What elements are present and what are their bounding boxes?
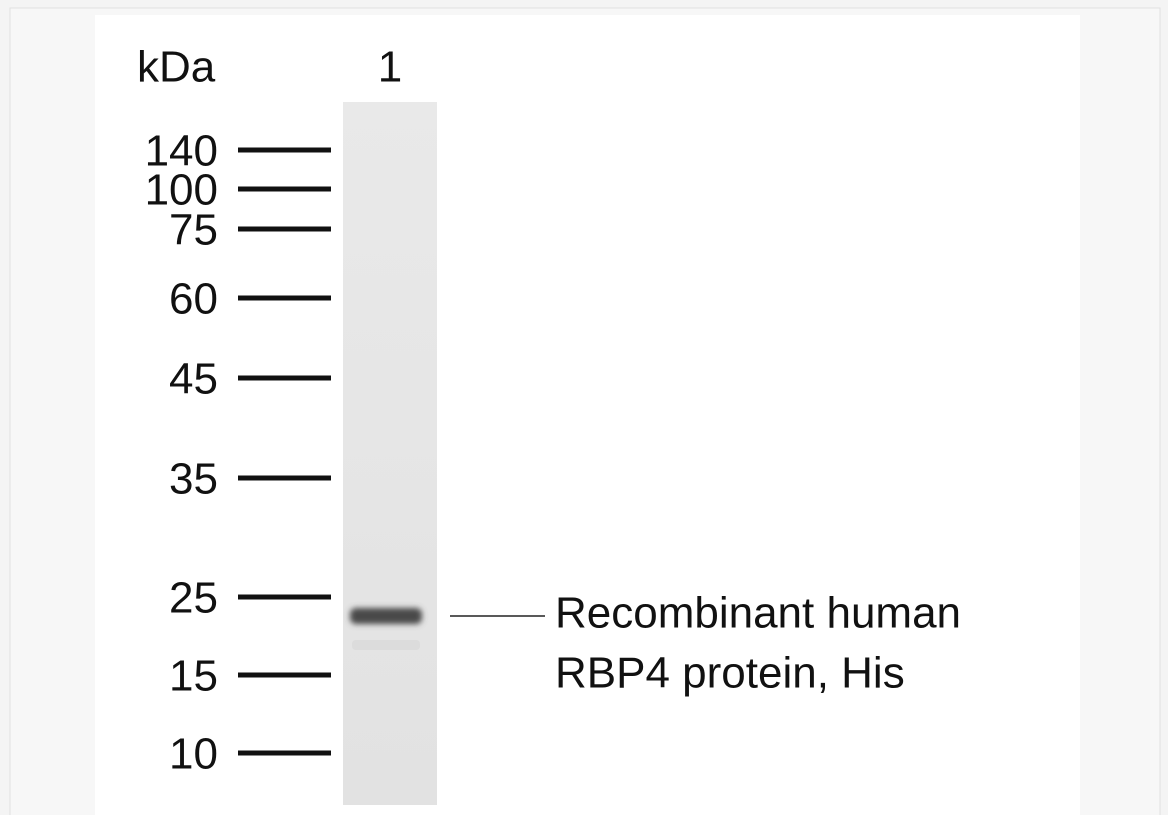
lane [343, 102, 437, 805]
marker-label: 45 [169, 355, 218, 404]
band-shadow [352, 640, 420, 650]
marker-label: 35 [169, 455, 218, 504]
marker-label: 15 [169, 652, 218, 701]
marker-label: 75 [169, 206, 218, 255]
lane-label: 1 [378, 43, 402, 92]
marker-label: 60 [169, 275, 218, 324]
blot-figure: kDa 1 14010075604535251510 Recombinant h… [0, 0, 1168, 815]
marker-label: 25 [169, 574, 218, 623]
annotation-text: RBP4 protein, His [555, 649, 905, 698]
band [350, 608, 422, 624]
page: kDa 1 14010075604535251510 Recombinant h… [0, 0, 1168, 815]
marker-label: 10 [169, 730, 218, 779]
annotation-text: Recombinant human [555, 589, 961, 638]
unit-label: kDa [137, 43, 216, 92]
